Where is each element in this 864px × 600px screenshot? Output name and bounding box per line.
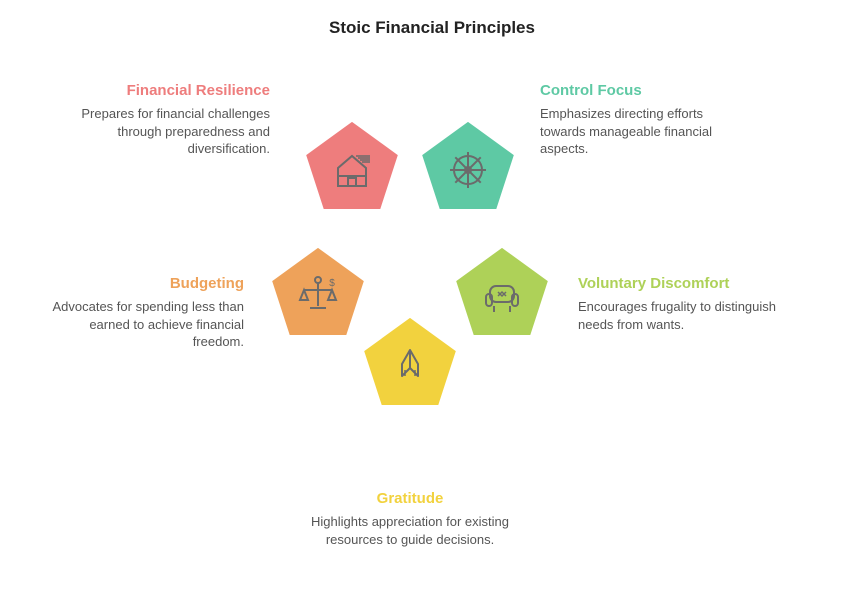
pentagon-budgeting: $ — [270, 246, 365, 336]
pentagon-control — [420, 120, 515, 210]
principle-discomfort-heading: Voluntary Discomfort — [578, 275, 778, 292]
principle-control: Control Focus Emphasizes directing effort… — [540, 82, 740, 158]
principle-gratitude: Gratitude Highlights appreciation for exi… — [310, 490, 510, 548]
principle-budgeting-heading: Budgeting — [44, 275, 244, 292]
pentagon-discomfort — [454, 246, 549, 336]
principle-discomfort-desc: Encourages frugality to distinguish need… — [578, 298, 778, 333]
principle-gratitude-desc: Highlights appreciation for existing res… — [310, 513, 510, 548]
pentagon-gratitude — [362, 316, 457, 406]
pentagon-control-icon — [450, 152, 486, 188]
principle-control-heading: Control Focus — [540, 82, 740, 99]
svg-text:$: $ — [329, 278, 335, 289]
principle-resilience-desc: Prepares for financial challenges throug… — [70, 105, 270, 158]
principle-gratitude-heading: Gratitude — [310, 490, 510, 507]
principle-control-desc: Emphasizes directing efforts towards man… — [540, 105, 740, 158]
principle-discomfort: Voluntary Discomfort Encourages frugality… — [578, 275, 778, 333]
principle-resilience-heading: Financial Resilience — [70, 82, 270, 99]
principle-budgeting-desc: Advocates for spending less than earned … — [44, 298, 244, 351]
principle-resilience: Financial Resilience Prepares for financi… — [70, 82, 270, 158]
pentagon-resilience — [304, 120, 399, 210]
principle-budgeting: Budgeting Advocates for spending less tha… — [44, 275, 244, 351]
